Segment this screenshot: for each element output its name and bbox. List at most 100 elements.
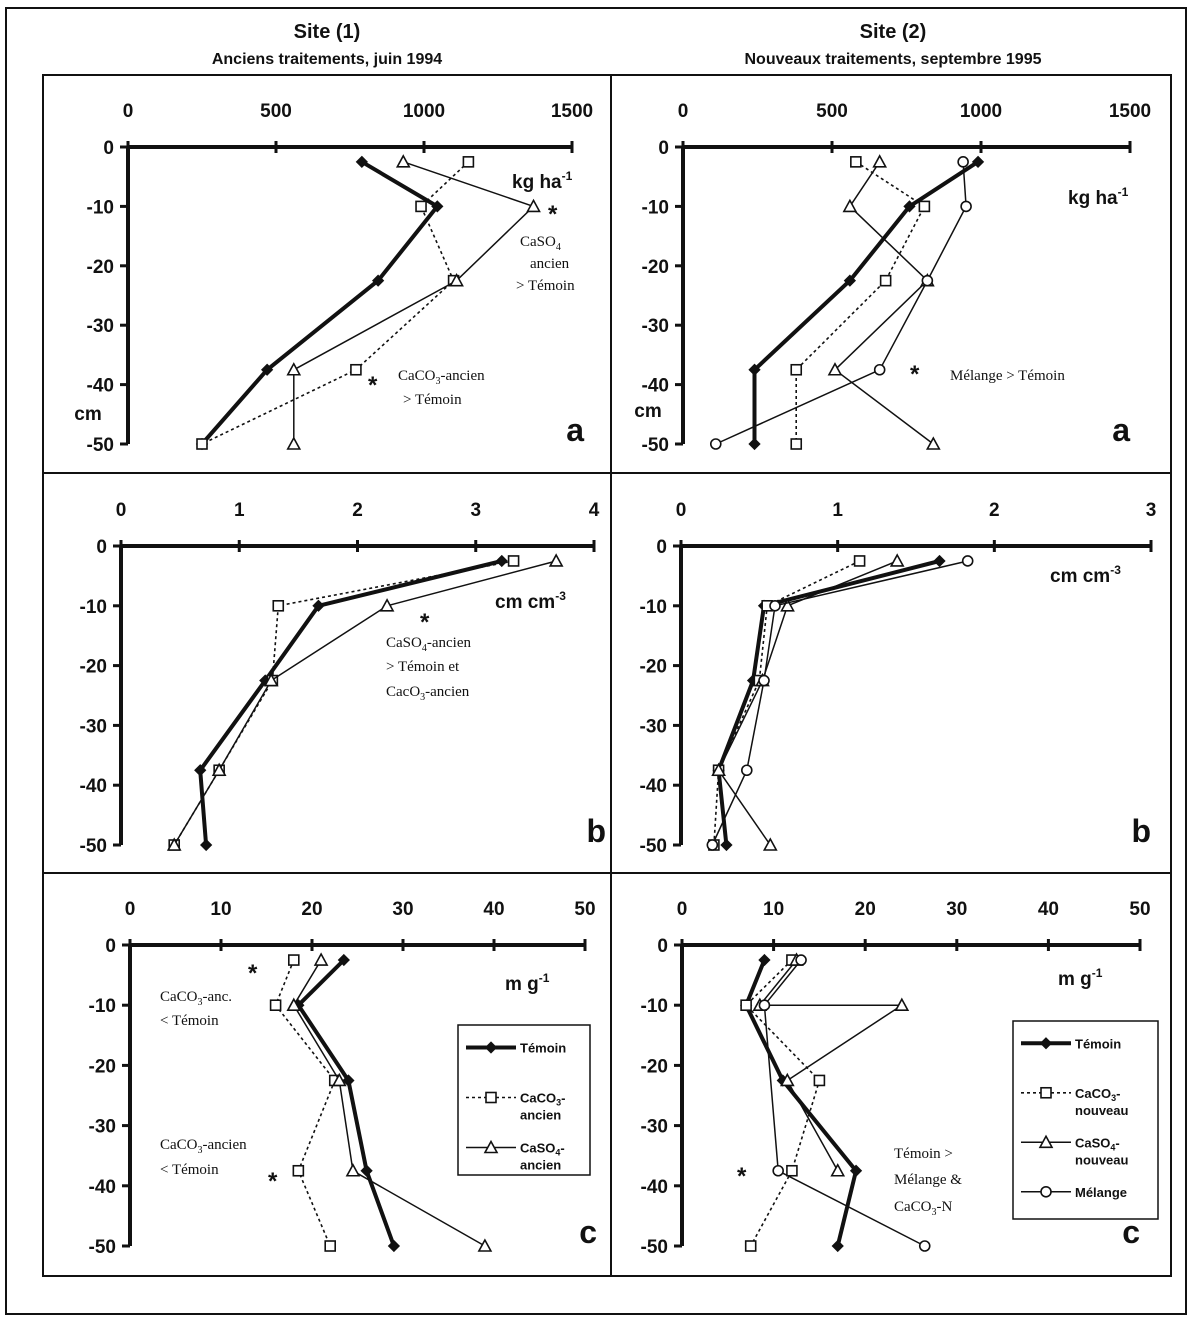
series-line — [763, 959, 926, 1247]
legend-label-rest: - — [1116, 1086, 1120, 1101]
y-tick-label: -10 — [641, 996, 668, 1017]
annotations: * CaSO4 ancien > Témoin * CaCO3-ancien >… — [160, 201, 1065, 1218]
data-point — [872, 154, 888, 168]
data-point — [449, 272, 464, 287]
data-point — [507, 555, 520, 567]
data-point — [933, 554, 946, 568]
annotation-s2c-1-line-1: Témoin > — [894, 1146, 953, 1162]
series-m-lange — [706, 555, 974, 851]
chart-s2b: 0 1 2 3 0 -10 -20 -30 -40 -50 b — [640, 500, 1157, 857]
unit-exp-s1c: -1 — [539, 971, 550, 985]
y-tick-label: -30 — [80, 716, 107, 737]
data-point — [360, 1164, 373, 1177]
x-tick-label: 1000 — [403, 101, 445, 122]
panel-letter: a — [1112, 412, 1130, 448]
annotation-s1b-1-suffix: -ancien — [427, 635, 472, 651]
series-line — [752, 160, 980, 444]
unit-label-s1b: cm cm-3 — [495, 589, 566, 613]
annotation-s1b-1-line-3-sub: 3 — [420, 692, 425, 703]
data-point — [758, 999, 771, 1012]
legend-label: Témoin — [520, 1041, 566, 1056]
data-point — [260, 363, 274, 376]
annotation-s1c-2-suffix: -ancien — [203, 1137, 248, 1153]
panel-frame-s2a — [610, 74, 1172, 474]
site1-title: Site (1) — [294, 21, 361, 43]
data-point — [961, 555, 974, 567]
data-point — [166, 837, 182, 851]
unit-label-s1c: m g-1 — [505, 971, 550, 995]
legend-marker — [1040, 1086, 1052, 1099]
data-point — [827, 362, 843, 376]
legend-label-line: nouveau — [1075, 1103, 1129, 1118]
series-line — [173, 560, 514, 846]
legend-label-line: CaSO4- — [520, 1141, 565, 1158]
annotation-s1c-2-sub: 3 — [198, 1145, 203, 1156]
y-tick-label: -10 — [87, 197, 114, 218]
data-point — [355, 155, 368, 168]
legend-label-sub: 3 — [556, 1098, 561, 1108]
panel-frame-s2b — [610, 472, 1172, 874]
series-line — [200, 160, 440, 446]
annotation-s1a-1-line-3: > Témoin — [516, 278, 575, 294]
data-point — [748, 437, 761, 451]
annotation-s2c-1: Témoin > Mélange & CaCO3-N — [894, 1146, 966, 1218]
x-tick-label: 4 — [589, 500, 600, 521]
annotation-s1a-1-line-2: ancien — [530, 256, 570, 272]
panel-letter: b — [586, 813, 606, 849]
y-tick-label: 0 — [656, 537, 667, 558]
legend-label-line: nouveau — [1075, 1152, 1129, 1167]
legend-label-line: Mélange — [1075, 1185, 1127, 1200]
data-point — [918, 200, 931, 213]
data-point — [813, 1074, 826, 1087]
series-caso4-nouveau — [752, 952, 910, 1177]
unit-exp-s2b: -3 — [1110, 563, 1121, 577]
legend-label-line: ancien — [520, 1108, 561, 1123]
legend-label-line: CaSO4- — [1075, 1135, 1120, 1152]
y-tick-label: -10 — [642, 197, 669, 218]
legend-label-sub: 4 — [555, 1148, 560, 1158]
star-icon: * — [548, 201, 558, 228]
data-point — [331, 1072, 347, 1087]
legend-label-rest: - — [560, 1141, 564, 1156]
data-point — [772, 1164, 784, 1177]
unit-label-s2a: kg ha-1 — [1068, 185, 1129, 209]
data-point — [709, 438, 722, 450]
data-point — [790, 438, 803, 450]
legend-label-line: Témoin — [520, 1041, 566, 1056]
legend-label-sub: 3 — [1111, 1093, 1116, 1103]
series-caco3-nouveau — [740, 954, 826, 1252]
data-point — [779, 1072, 795, 1087]
series-line — [795, 161, 926, 444]
chart-s1b: 0 1 2 3 4 0 -10 -20 -30 -40 -50 b — [80, 500, 606, 857]
data-point — [921, 274, 934, 287]
series-line — [713, 560, 860, 846]
x-tick-label: 0 — [678, 101, 689, 122]
annotation-s1b-1-line-2: > Témoin et — [386, 659, 460, 675]
data-point — [853, 555, 866, 567]
series-caso4-ancien — [286, 154, 541, 450]
legend-label-rest: - — [561, 1091, 565, 1106]
series-caco3-nouveau — [790, 156, 931, 450]
x-tick-label: 0 — [123, 101, 134, 122]
annotation-s1b-1-line-3-suffix: -ancien — [425, 684, 470, 700]
x-tick-label: 1500 — [1109, 101, 1151, 122]
data-point — [748, 363, 761, 376]
data-point — [350, 363, 362, 376]
data-point — [831, 1239, 844, 1253]
legend-box — [457, 1024, 591, 1176]
data-point — [758, 953, 771, 967]
chart-s1c: 0 10 20 30 40 50 0 -10 -20 -30 -40 -50 c Témoin CaCO3-… — [89, 899, 597, 1258]
y-tick-label: -20 — [640, 657, 667, 678]
x-tick-label: 3 — [1146, 500, 1157, 521]
unit-label-s2b: cm cm-3 — [1050, 563, 1121, 587]
data-point — [495, 554, 508, 568]
data-point — [313, 952, 329, 966]
data-point — [194, 764, 207, 777]
x-tick-label: 3 — [470, 500, 481, 521]
legend-marker — [1040, 1185, 1052, 1198]
series-line — [274, 959, 336, 1247]
data-point — [769, 599, 781, 612]
data-point — [706, 839, 719, 851]
panel-letter: c — [1122, 1214, 1140, 1250]
